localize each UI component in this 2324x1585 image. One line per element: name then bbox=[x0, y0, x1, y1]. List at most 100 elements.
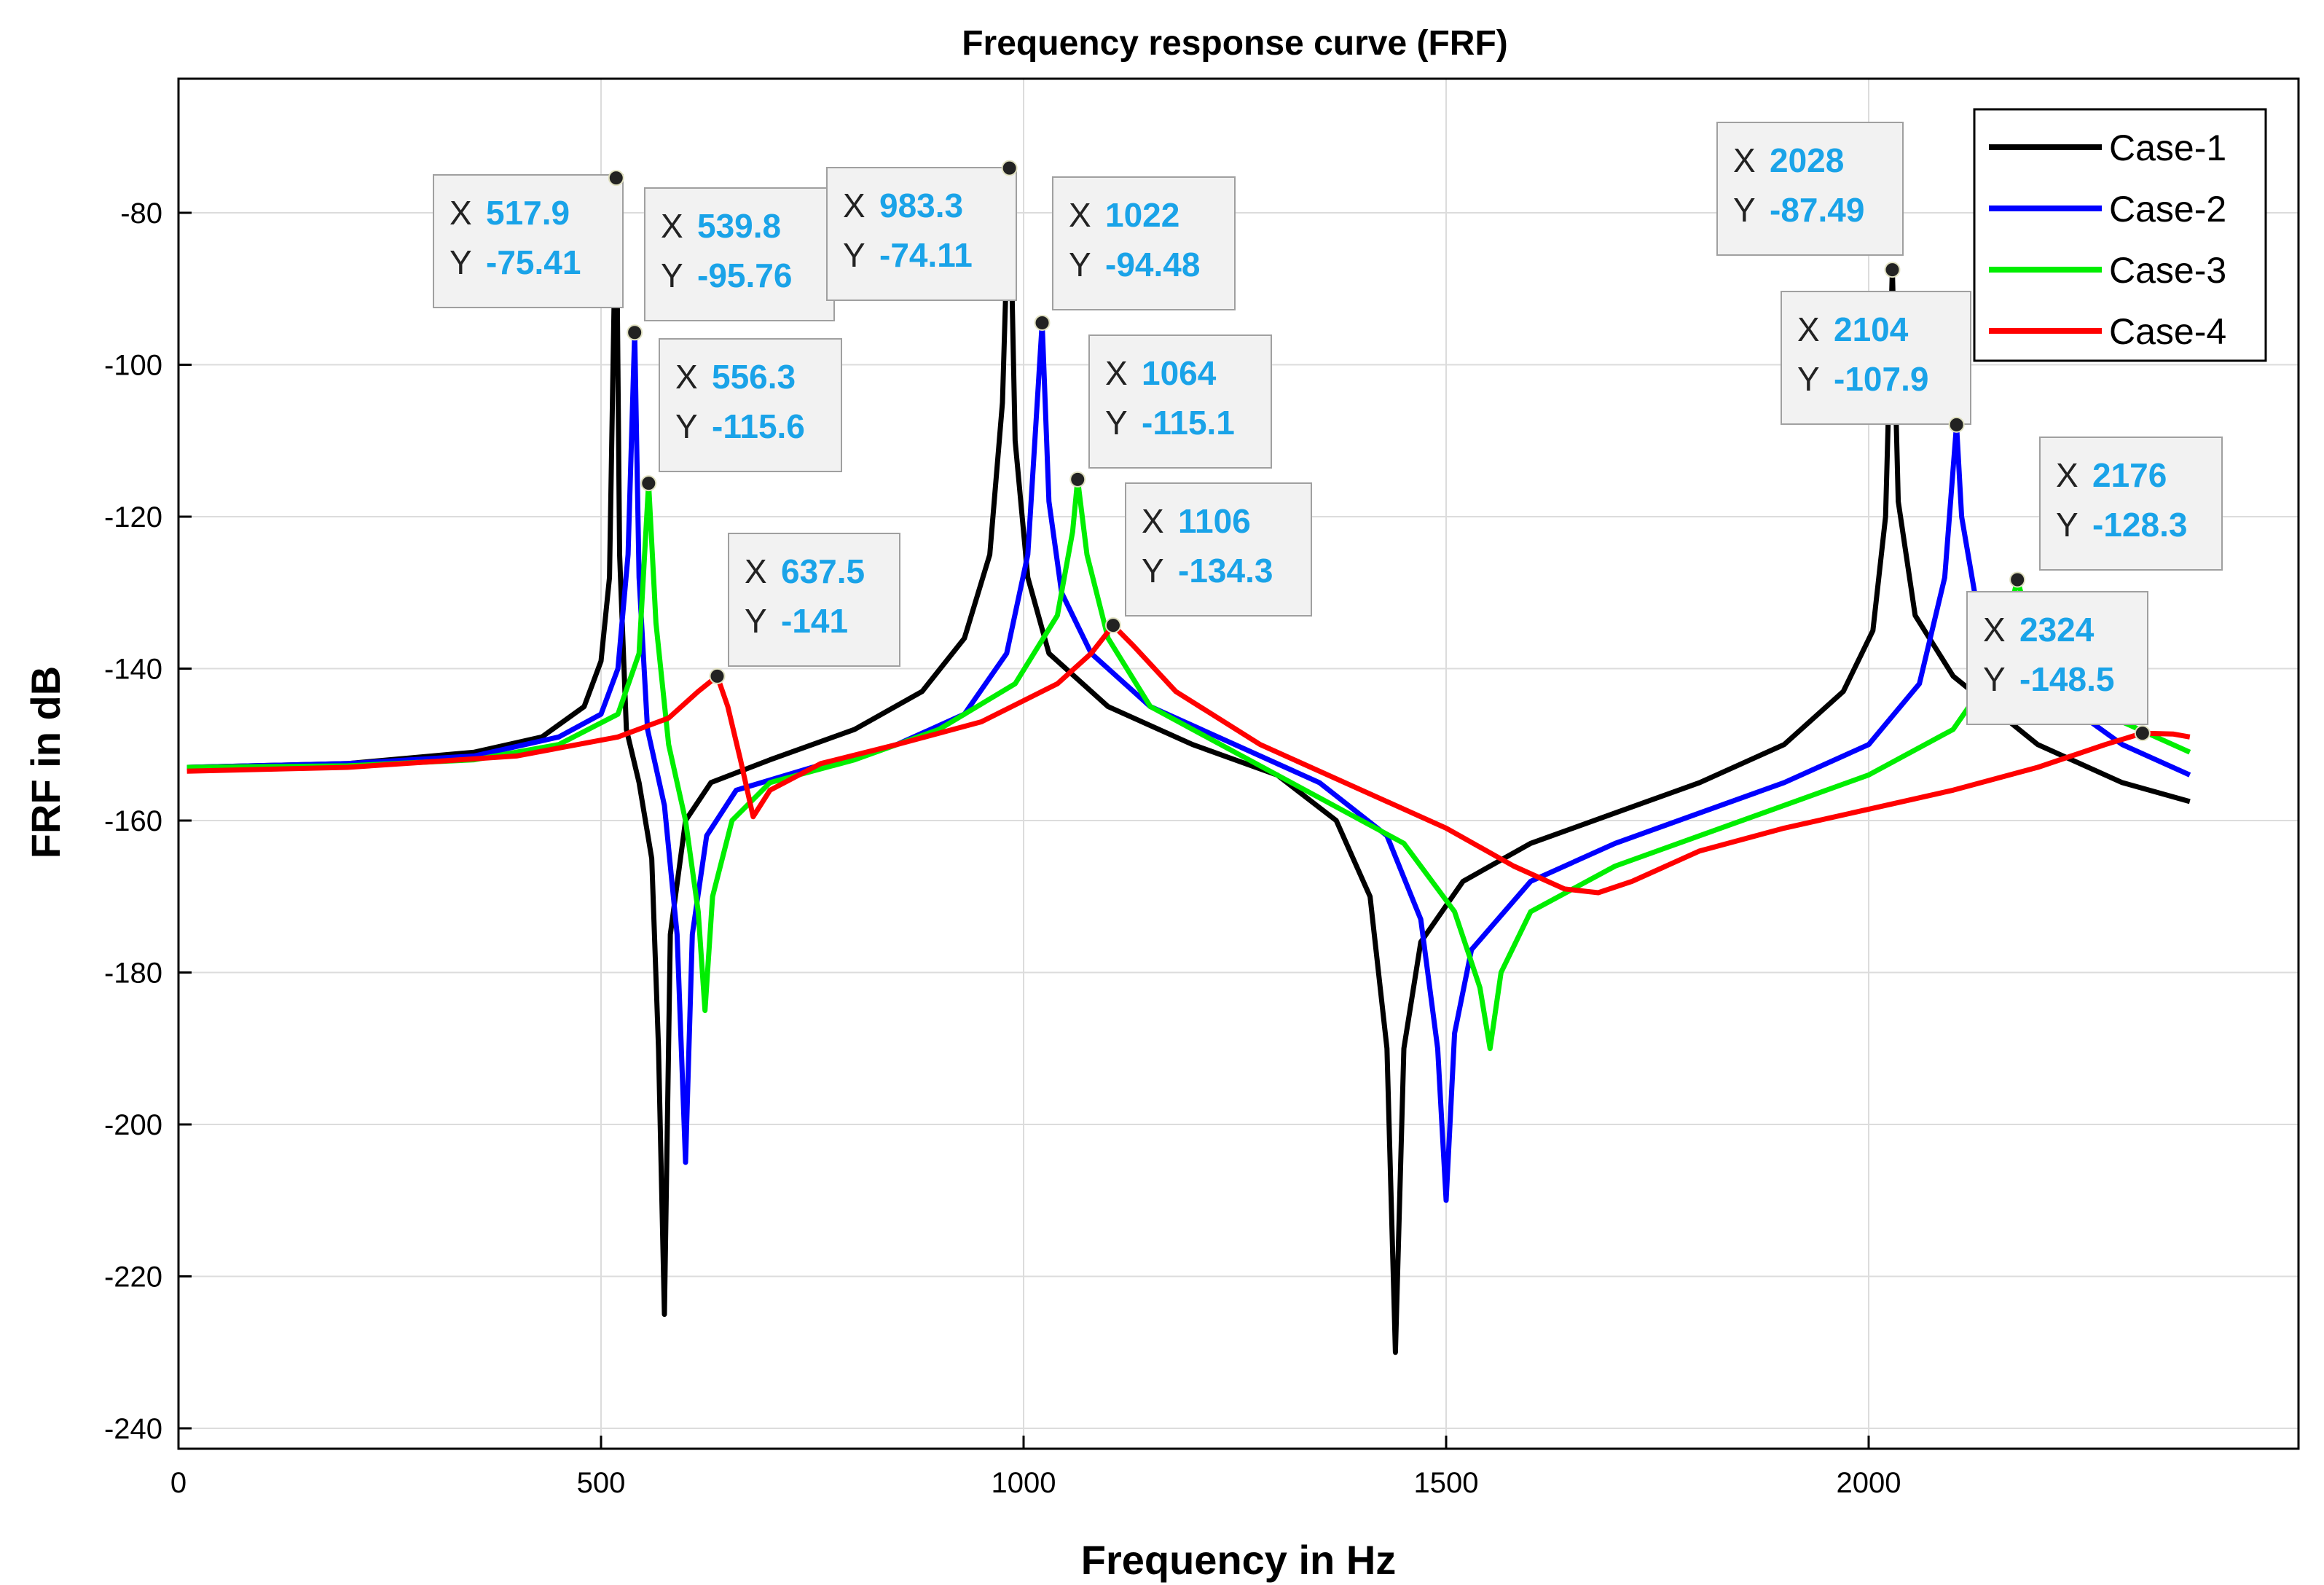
x-tick-label: 2000 bbox=[1837, 1467, 1901, 1499]
datatip-y-value: -148.5 bbox=[2019, 660, 2114, 698]
datatip-x-value: 556.3 bbox=[712, 358, 796, 396]
series-line-case-3 bbox=[187, 477, 2191, 1052]
datatip-marker bbox=[1069, 471, 1086, 488]
datatip-y-value: -107.9 bbox=[1834, 360, 1928, 398]
datatip: X 2028 Y -87.49 bbox=[1716, 122, 1904, 278]
datatip-y-key: Y bbox=[1733, 191, 1756, 229]
datatip-box bbox=[1716, 122, 1904, 256]
y-tick-label: -120 bbox=[104, 501, 162, 533]
datatip-x-key: X bbox=[675, 358, 698, 396]
datatip-box bbox=[2039, 437, 2223, 571]
datatip-x-value: 2324 bbox=[2019, 611, 2095, 649]
datatip-marker bbox=[1104, 617, 1121, 634]
datatip-x-key: X bbox=[1797, 310, 1820, 348]
datatip-marker bbox=[640, 475, 657, 492]
legend-label: Case-4 bbox=[2109, 311, 2226, 352]
datatip-x-value: 2104 bbox=[1834, 310, 1909, 348]
y-tick-label: -160 bbox=[104, 805, 162, 837]
y-axis-label: FRF in dB bbox=[23, 666, 68, 858]
datatips: X 517.9Y -75.41X 539.8Y -95.76X 556.3Y -115.6X… bbox=[433, 122, 2223, 742]
datatip-y-key: Y bbox=[450, 243, 472, 281]
datatip-y-value: -115.6 bbox=[712, 407, 805, 445]
datatip-y-key: Y bbox=[1797, 360, 1820, 398]
y-tick-label: -180 bbox=[104, 958, 162, 990]
datatip: X 983.3 Y -74.11 bbox=[826, 160, 1018, 301]
chart-title: Frequency response curve (FRF) bbox=[962, 24, 1508, 63]
y-tick-label: -240 bbox=[104, 1413, 162, 1445]
datatip: X 2176 Y -128.3 bbox=[2009, 437, 2223, 588]
legend: Case-1 Case-2 Case-3 Case-4 bbox=[1973, 108, 2267, 362]
datatip-box bbox=[1125, 482, 1312, 617]
y-tick-label: -140 bbox=[104, 654, 162, 686]
x-tick-label: 1500 bbox=[1414, 1467, 1479, 1499]
datatip: X 1106 Y -134.3 bbox=[1104, 482, 1312, 634]
x-tick-label: 1000 bbox=[992, 1467, 1056, 1499]
legend-entry-case-1: Case-1 bbox=[1989, 128, 2226, 168]
datatip-marker bbox=[1001, 160, 1018, 176]
series-layer bbox=[187, 165, 2191, 1355]
y-tick-label: -80 bbox=[120, 197, 162, 230]
datatip-x-key: X bbox=[1142, 502, 1164, 540]
datatip-box bbox=[1781, 291, 1971, 425]
datatip-x-value: 2028 bbox=[1770, 141, 1844, 179]
datatip-marker bbox=[1948, 416, 1965, 433]
datatip-y-key: Y bbox=[1069, 246, 1091, 283]
datatip: X 637.5 Y -141 bbox=[709, 533, 900, 684]
datatip-box bbox=[1052, 176, 1236, 310]
datatip-x-value: 1106 bbox=[1178, 502, 1251, 540]
y-tick-label: -200 bbox=[104, 1109, 162, 1141]
y-tick-label: -100 bbox=[104, 350, 162, 382]
datatip-y-key: Y bbox=[1983, 660, 2006, 698]
x-tick-label: 500 bbox=[577, 1467, 626, 1499]
datatip-x-key: X bbox=[1105, 354, 1128, 392]
datatip-marker bbox=[1034, 314, 1051, 331]
legend-box bbox=[1973, 108, 2267, 362]
series-line-case-4 bbox=[187, 622, 2191, 896]
legend-label: Case-3 bbox=[2109, 250, 2226, 291]
datatip-marker bbox=[608, 170, 624, 187]
legend-label: Case-1 bbox=[2109, 128, 2226, 168]
datatip-marker bbox=[709, 668, 726, 684]
datatip-marker bbox=[2134, 725, 2151, 742]
legend-entry-case-4: Case-4 bbox=[1989, 311, 2226, 352]
datatip-x-value: 539.8 bbox=[697, 207, 781, 245]
datatip-y-key: Y bbox=[1105, 404, 1128, 442]
datatip-y-key: Y bbox=[675, 407, 698, 445]
datatip-y-key: Y bbox=[745, 602, 767, 640]
datatip-y-value: -128.3 bbox=[2092, 506, 2187, 544]
datatip-x-key: X bbox=[2056, 456, 2078, 494]
datatip-x-value: 637.5 bbox=[781, 552, 865, 590]
datatip-y-key: Y bbox=[2056, 506, 2078, 544]
datatip-y-key: Y bbox=[1142, 552, 1164, 590]
datatip-x-key: X bbox=[1733, 141, 1756, 179]
datatip-y-value: -75.41 bbox=[486, 243, 581, 281]
datatip: X 1022 Y -94.48 bbox=[1034, 176, 1236, 331]
datatip-y-key: Y bbox=[661, 257, 683, 294]
datatip-marker bbox=[2009, 571, 2026, 588]
datatip-marker bbox=[627, 324, 643, 341]
datatip-y-value: -94.48 bbox=[1105, 246, 1200, 283]
datatip-x-value: 517.9 bbox=[486, 194, 570, 232]
datatip: X 556.3 Y -115.6 bbox=[640, 338, 842, 492]
y-tick-label: -220 bbox=[104, 1261, 162, 1294]
datatip-box bbox=[728, 533, 900, 667]
datatip-box bbox=[644, 187, 835, 321]
datatip: X 539.8 Y -95.76 bbox=[627, 187, 835, 341]
datatip-x-key: X bbox=[1983, 611, 2006, 649]
datatip-x-key: X bbox=[1069, 196, 1091, 234]
datatip-x-value: 1064 bbox=[1142, 354, 1217, 392]
datatip-y-value: -141 bbox=[781, 602, 848, 640]
x-axis-label: Frequency in Hz bbox=[1081, 1537, 1397, 1583]
datatip-x-value: 1022 bbox=[1105, 196, 1179, 234]
datatip-x-value: 2176 bbox=[2092, 456, 2167, 494]
datatip: X 2104 Y -107.9 bbox=[1781, 291, 1971, 433]
x-tick-label: 0 bbox=[170, 1467, 187, 1499]
datatip-y-value: -115.1 bbox=[1142, 404, 1235, 442]
datatip-y-key: Y bbox=[843, 236, 865, 274]
datatip: X 1064 Y -115.1 bbox=[1069, 334, 1272, 488]
datatip-y-value: -74.11 bbox=[879, 236, 973, 274]
datatip-marker bbox=[1884, 262, 1901, 278]
datatip-y-value: -95.76 bbox=[697, 257, 792, 294]
datatip-x-key: X bbox=[745, 552, 767, 590]
datatip-x-key: X bbox=[661, 207, 683, 245]
